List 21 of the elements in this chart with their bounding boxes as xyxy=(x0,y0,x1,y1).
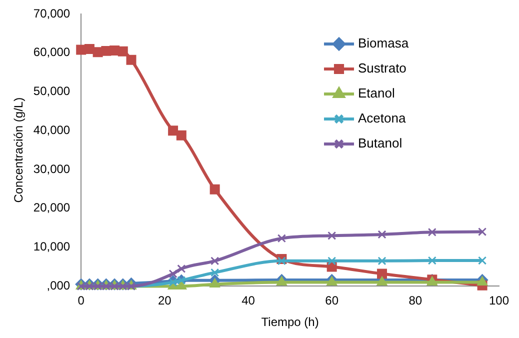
legend-label: Etanol xyxy=(358,86,395,101)
legend-label: Butanol xyxy=(358,136,402,151)
y-axis-title: Concentración (g/L) xyxy=(12,97,26,203)
y-tick-label: ,000 xyxy=(46,278,70,293)
x-tick-label: 60 xyxy=(325,294,339,308)
legend-label: Acetona xyxy=(358,110,406,126)
y-tick-label: 30,000 xyxy=(33,162,70,176)
x-tick-label: 40 xyxy=(242,294,256,308)
x-axis-title: Tiempo (h) xyxy=(261,315,319,330)
x-tick-label: 80 xyxy=(408,294,422,308)
x-tick-label: 100 xyxy=(488,294,510,308)
y-tick-label: 70,000 xyxy=(33,6,70,20)
y-tick-label: 50,000 xyxy=(33,84,70,98)
y-tick-label: 10,000 xyxy=(33,240,70,254)
legend-label: Sustrato xyxy=(358,60,406,76)
x-tick-label: 20 xyxy=(158,294,172,308)
x-tick-label: 0 xyxy=(78,294,85,308)
y-tick-label: 40,000 xyxy=(33,122,70,137)
legend-label: Biomasa xyxy=(358,36,410,51)
y-tick-label: 20,000 xyxy=(33,200,70,215)
y-tick-label: 60,000 xyxy=(33,45,70,60)
